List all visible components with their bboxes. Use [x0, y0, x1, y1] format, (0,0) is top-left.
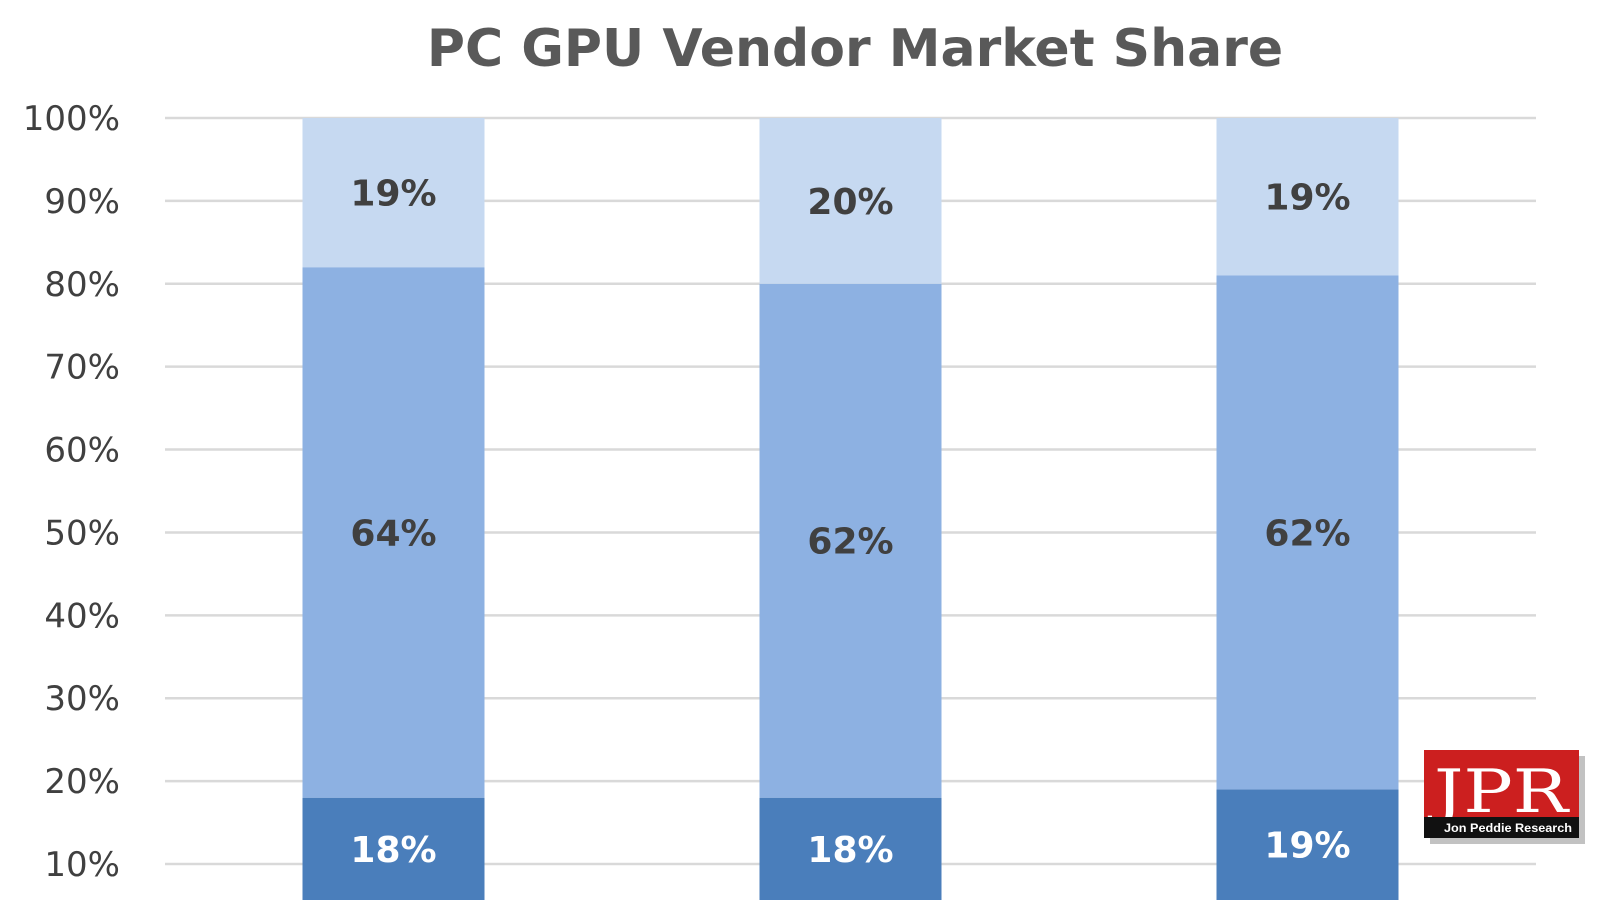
y-tick-label: 10% — [44, 845, 120, 885]
y-tick-label: 40% — [44, 596, 120, 636]
jpr-logo-subtext: Jon Peddie Research — [1444, 821, 1572, 835]
bar-segment — [302, 267, 485, 798]
y-tick-label: 90% — [44, 182, 120, 222]
data-label: 20% — [807, 182, 893, 223]
data-label: 62% — [807, 522, 893, 563]
bar-segment — [302, 797, 485, 900]
data-label: 18% — [807, 830, 893, 871]
y-tick-label: 70% — [44, 348, 120, 388]
bar-segment — [302, 118, 485, 268]
data-label: 19% — [1264, 826, 1350, 867]
bar-segment — [759, 118, 942, 284]
data-label: 64% — [350, 513, 436, 554]
bar-segment — [759, 797, 942, 900]
y-tick-label: 60% — [44, 431, 120, 471]
data-label: 19% — [350, 174, 436, 215]
bar-segment — [1216, 275, 1399, 790]
y-tick-label: 80% — [44, 265, 120, 305]
data-labels: 18% 64% 19% 18% 62% 20% 19% 62% 19% — [350, 174, 1350, 871]
data-label: 19% — [1264, 178, 1350, 219]
bar-segment — [1216, 118, 1399, 276]
jpr-logo-text: JPR — [1427, 757, 1571, 827]
bar-segment — [1216, 789, 1399, 900]
y-tick-label: 50% — [44, 513, 120, 553]
y-tick-label: 20% — [44, 762, 120, 802]
data-label: 62% — [1264, 513, 1350, 554]
bar-segment — [759, 283, 942, 798]
y-tick-label: 30% — [44, 679, 120, 719]
y-axis-ticks: 10% 20% 30% 40% 50% 60% 70% 80% 90% 100% — [23, 99, 120, 885]
data-label: 18% — [350, 830, 436, 871]
bars — [302, 118, 1399, 900]
jpr-logo: JPR Jon Peddie Research — [1424, 750, 1585, 844]
y-tick-label: 100% — [23, 99, 120, 139]
chart-title: PC GPU Vendor Market Share — [427, 19, 1283, 79]
